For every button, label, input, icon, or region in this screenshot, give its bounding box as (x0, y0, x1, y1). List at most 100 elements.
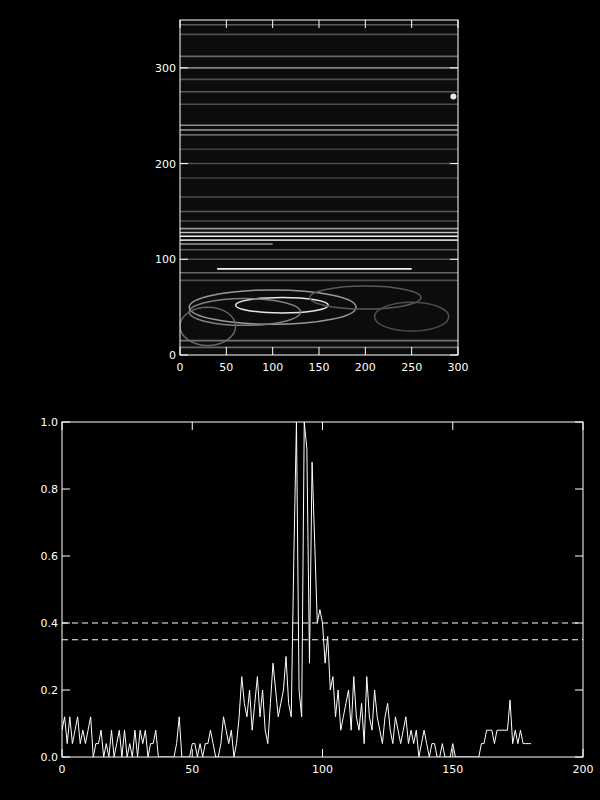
y-tick-label: 0 (169, 349, 176, 362)
x-tick (452, 422, 453, 430)
streak (217, 268, 412, 270)
y-tick (62, 489, 70, 490)
streak (180, 236, 458, 238)
y-tick (575, 623, 583, 624)
y-tick (62, 556, 70, 557)
x-tick (583, 422, 584, 430)
x-tick (452, 749, 453, 757)
streak (180, 258, 458, 260)
y-tick (62, 422, 70, 423)
y-tick (450, 163, 458, 164)
x-tick (319, 20, 320, 28)
y-tick-label: 0.0 (41, 751, 59, 764)
streak (180, 249, 458, 251)
y-tick (575, 489, 583, 490)
y-tick (575, 690, 583, 691)
x-tick (180, 20, 181, 28)
streak (180, 177, 458, 179)
x-tick (272, 20, 273, 28)
streak (180, 134, 458, 136)
streak (180, 211, 458, 213)
x-tick (226, 20, 227, 28)
x-tick-label: 150 (442, 763, 463, 776)
x-tick-label: 0 (59, 763, 66, 776)
reference-line (62, 639, 583, 640)
y-tick (575, 422, 583, 423)
y-tick-label: 1.0 (41, 416, 59, 429)
streak (180, 220, 458, 222)
plot-area (180, 20, 458, 355)
swirl (189, 299, 300, 326)
x-tick (365, 347, 366, 355)
streak (180, 163, 458, 165)
x-tick-label: 0 (177, 361, 184, 374)
x-tick (411, 20, 412, 28)
x-tick (411, 347, 412, 355)
x-tick-label: 50 (219, 361, 233, 374)
y-tick (575, 556, 583, 557)
y-tick-label: 200 (155, 158, 176, 171)
x-tick (458, 20, 459, 28)
y-tick (180, 67, 188, 68)
y-tick-label: 0.8 (41, 483, 59, 496)
swirl (310, 286, 421, 309)
streak (180, 239, 458, 241)
spot (450, 94, 456, 100)
x-tick-label: 100 (262, 361, 283, 374)
image-background (180, 20, 458, 355)
x-tick-label: 100 (312, 763, 333, 776)
x-tick-label: 200 (573, 763, 594, 776)
y-tick (62, 690, 70, 691)
x-tick (192, 749, 193, 757)
x-tick (226, 347, 227, 355)
streak (180, 243, 273, 245)
x-tick-label: 200 (355, 361, 376, 374)
swirl (375, 302, 449, 331)
streak (180, 34, 458, 36)
x-tick (319, 347, 320, 355)
streak (180, 280, 458, 282)
swirl (180, 307, 236, 345)
streak (180, 79, 458, 81)
streak (180, 91, 458, 93)
x-tick (62, 422, 63, 430)
y-tick (450, 259, 458, 260)
y-tick (180, 259, 188, 260)
y-tick-label: 0.2 (41, 684, 59, 697)
x-tick-label: 250 (401, 361, 422, 374)
y-tick-label: 300 (155, 62, 176, 75)
x-tick (192, 422, 193, 430)
streak (180, 196, 458, 198)
x-tick (458, 347, 459, 355)
y-tick (62, 757, 70, 758)
x-tick (322, 422, 323, 430)
streak (180, 103, 458, 105)
y-tick (450, 67, 458, 68)
streak (180, 148, 458, 150)
x-tick (180, 347, 181, 355)
canvas: 0501001502002503000100200300050100150200… (0, 0, 600, 800)
x-tick (62, 749, 63, 757)
y-tick (575, 757, 583, 758)
plot-frame (180, 20, 458, 355)
x-tick-label: 150 (309, 361, 330, 374)
x-tick-label: 300 (448, 361, 469, 374)
streak (180, 232, 458, 234)
streak (180, 124, 458, 126)
swirl (236, 298, 329, 313)
streak (180, 340, 458, 342)
x-tick (322, 749, 323, 757)
y-tick (450, 355, 458, 356)
x-tick (272, 347, 273, 355)
streak (180, 228, 458, 230)
streak (180, 272, 458, 274)
y-tick (180, 163, 188, 164)
plot-area (62, 422, 583, 757)
x-tick (365, 20, 366, 28)
y-tick (180, 355, 188, 356)
streak (180, 56, 458, 58)
plot-frame (62, 422, 583, 757)
x-tick (583, 749, 584, 757)
data-line (62, 422, 531, 757)
streak (180, 129, 458, 131)
